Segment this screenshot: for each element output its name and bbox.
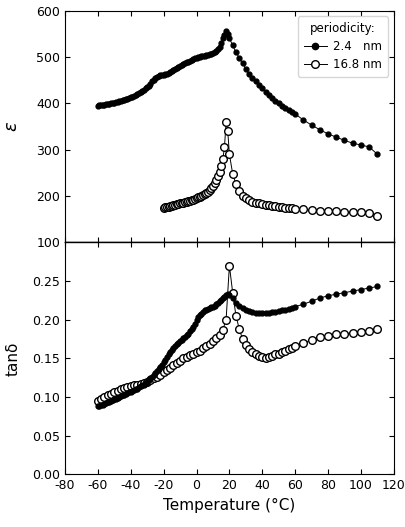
Y-axis label: tanδ: tanδ: [6, 341, 21, 376]
X-axis label: Temperature (°C): Temperature (°C): [163, 497, 295, 513]
Legend: 2.4   nm, 16.8 nm: 2.4 nm, 16.8 nm: [297, 16, 387, 77]
Y-axis label: ε: ε: [2, 122, 21, 131]
